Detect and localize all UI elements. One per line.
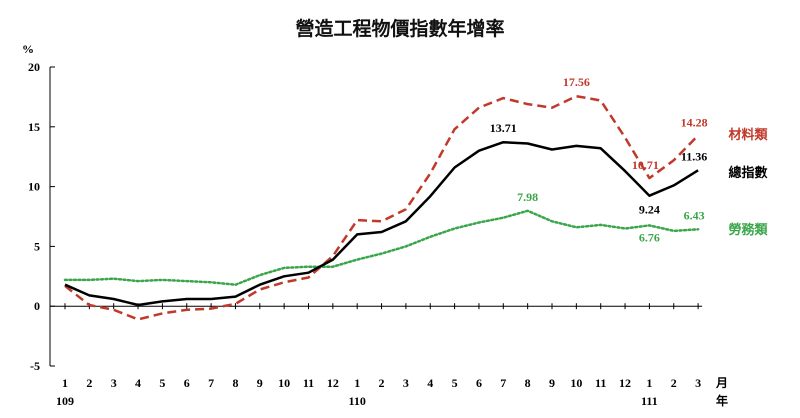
x-tick-label: 6 (476, 376, 482, 390)
x-axis-month-unit: 月 (715, 376, 728, 390)
data-label: 11.36 (681, 149, 707, 163)
series-line-materials (64, 94, 699, 321)
data-labels: 17.56 10.71 14.28 13.71 9.24 11.36 7.98 6.76 6.4… (490, 75, 708, 244)
x-tick-label: 8 (525, 376, 531, 390)
x-tick-label: 1 (354, 376, 360, 390)
y-tick-label: 15 (28, 120, 40, 134)
y-tick-label: 0 (34, 299, 40, 313)
y-tick-label: 10 (28, 180, 40, 194)
y-axis-unit-label: % (22, 42, 34, 56)
y-tick-label: 5 (34, 239, 40, 253)
x-tick-label: 9 (549, 376, 555, 390)
x-year-label: 109 (56, 394, 74, 408)
series-lines (63, 94, 700, 321)
y-tick-label: 20 (28, 60, 40, 74)
x-tick-label: 3 (111, 376, 117, 390)
x-tick-label: 1 (62, 376, 68, 390)
x-tick-label: 11 (303, 376, 314, 390)
data-label: 10.71 (632, 158, 659, 172)
x-tick-label: 8 (232, 376, 238, 390)
x-axis-year-unit: 年 (716, 393, 728, 408)
x-tick-label: 4 (135, 376, 141, 390)
x-tick-label: 3 (695, 376, 701, 390)
x-tick-label: 6 (184, 376, 190, 390)
x-tick-label: 2 (671, 376, 677, 390)
series-line-labor (63, 209, 700, 286)
x-tick-label: 5 (452, 376, 458, 390)
x-tick-label: 9 (257, 376, 263, 390)
data-label: 9.24 (639, 203, 660, 217)
data-label: 6.76 (639, 230, 660, 244)
data-label: 14.28 (681, 115, 708, 129)
x-tick-label: 10 (570, 376, 582, 390)
series-name-labor: 勞務類 (728, 222, 768, 238)
x-tick-label: 3 (403, 376, 409, 390)
data-label: 6.43 (684, 208, 705, 222)
x-tick-label: 10 (278, 376, 290, 390)
x-tick-label: 12 (327, 376, 339, 390)
series-name-materials: 材料類 (728, 127, 768, 143)
y-tick-label: -5 (30, 359, 40, 373)
x-tick-label: 2 (86, 376, 92, 390)
axes (49, 66, 703, 367)
x-tick-label: 2 (379, 376, 385, 390)
x-tick-label: 7 (208, 376, 214, 390)
series-line-total (64, 140, 699, 307)
x-tick-label: 1 (646, 376, 652, 390)
series-name-total: 總指數 (728, 165, 767, 181)
x-tick-label: 7 (500, 376, 506, 390)
x-year-label: 110 (349, 394, 366, 408)
x-tick-label: 11 (595, 376, 606, 390)
data-label: 13.71 (490, 121, 517, 135)
x-tick-label: 5 (159, 376, 165, 390)
x-year-label: 111 (641, 394, 658, 408)
chart-title: 營造工程物價指數年增率 (295, 17, 504, 40)
x-tick-label: 12 (619, 376, 631, 390)
x-tick-label: 4 (427, 376, 433, 390)
data-label: 17.56 (563, 75, 590, 89)
data-label: 7.98 (517, 190, 538, 204)
